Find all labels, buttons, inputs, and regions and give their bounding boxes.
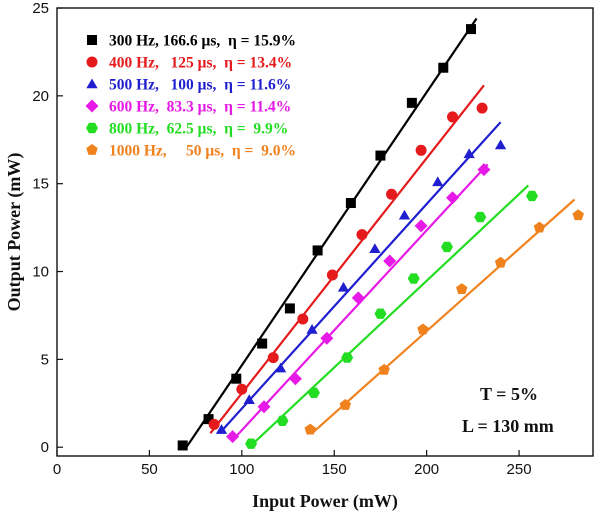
legend-marker-1 [86, 56, 98, 68]
x-tick-label: 100 [229, 461, 254, 478]
legend-label-1: 400 Hz, 125 μs, η = 13.4% [109, 55, 292, 72]
legend-label-0: 300 Hz, 166.6 μs, η = 15.9% [109, 33, 296, 50]
legend-label-4: 800 Hz, 62.5 μs, η = 9.9% [109, 121, 288, 138]
y-tick-label: 25 [32, 0, 49, 17]
fit-line-series-5 [311, 198, 576, 434]
data-point-series-2 [306, 324, 318, 334]
data-point-series-2 [337, 281, 350, 292]
data-point-series-5 [533, 221, 546, 233]
data-point-series-4 [341, 352, 354, 363]
y-axis-title: Output Power (mW) [4, 153, 25, 312]
data-point-series-1 [236, 383, 248, 395]
data-point-series-4 [526, 190, 539, 202]
x-tick-label: 50 [141, 461, 158, 478]
data-point-series-0 [257, 338, 268, 349]
data-point-series-3 [288, 372, 302, 386]
x-tick-label: 200 [414, 461, 439, 478]
fit-line-series-2 [218, 121, 502, 434]
data-point-series-3 [257, 400, 271, 414]
data-point-series-5 [339, 399, 352, 410]
data-point-series-1 [476, 102, 488, 114]
data-point-series-5 [494, 256, 507, 268]
legend-label-2: 500 Hz, 100 μs, η = 11.6% [109, 77, 291, 94]
data-point-series-5 [456, 283, 468, 294]
y-tick-label: 20 [32, 88, 49, 105]
data-point-series-2 [275, 362, 287, 373]
data-point-series-1 [326, 269, 338, 281]
data-point-series-0 [438, 62, 449, 73]
data-point-series-3 [320, 331, 334, 345]
legend-label-3: 600 Hz, 83.3 μs, η = 11.4% [109, 99, 291, 116]
data-point-series-4 [307, 387, 320, 398]
annotation-cavity-length: L = 130 mm [462, 416, 554, 436]
data-point-series-2 [463, 148, 475, 159]
data-point-series-4 [474, 211, 487, 223]
x-axis-title: Input Power (mW) [252, 491, 398, 512]
data-point-series-0 [345, 198, 356, 209]
data-point-series-5 [378, 363, 390, 375]
fit-line-series-4 [250, 184, 530, 447]
data-point-series-3 [226, 430, 240, 444]
data-point-series-1 [267, 352, 279, 364]
data-point-series-1 [415, 144, 427, 156]
data-point-series-2 [215, 424, 228, 434]
data-point-series-3 [414, 219, 428, 233]
annotation-transmittance: T = 5% [480, 384, 538, 404]
data-point-series-5 [304, 423, 316, 435]
x-tick-label: 250 [507, 461, 532, 478]
data-point-series-1 [386, 188, 398, 200]
plot-frame [56, 7, 594, 457]
x-tick-label: 150 [322, 461, 347, 478]
data-point-series-0 [466, 24, 477, 35]
data-point-series-3 [351, 291, 365, 305]
data-point-series-0 [406, 97, 417, 108]
data-point-series-4 [245, 438, 258, 449]
data-point-series-0 [375, 150, 386, 161]
data-point-series-0 [312, 245, 323, 256]
legend-label-5: 1000 Hz, 50 μs, η = 9.0% [109, 143, 296, 160]
data-point-series-0 [177, 440, 188, 451]
data-point-series-2 [432, 176, 444, 187]
data-point-series-4 [407, 273, 420, 284]
x-tick-label: 0 [53, 461, 61, 478]
legend-marker-2 [86, 78, 98, 89]
y-tick-label: 10 [32, 264, 49, 281]
data-point-series-1 [356, 229, 368, 241]
data-point-series-1 [208, 418, 220, 430]
legend-marker-3 [85, 99, 99, 113]
data-point-series-4 [374, 308, 387, 319]
legend-marker-4 [86, 122, 98, 134]
data-point-series-3 [383, 254, 397, 268]
data-point-series-3 [477, 163, 491, 177]
data-point-series-1 [297, 313, 309, 325]
y-tick-label: 5 [41, 351, 49, 368]
data-point-series-1 [447, 111, 459, 123]
data-point-series-2 [243, 394, 255, 405]
data-point-series-5 [572, 209, 584, 221]
data-point-series-0 [284, 303, 295, 314]
data-point-series-5 [417, 323, 429, 335]
data-point-series-2 [494, 139, 507, 150]
data-point-series-2 [398, 209, 411, 220]
data-point-series-2 [369, 243, 381, 253]
y-tick-label: 15 [32, 176, 49, 193]
legend-marker-5 [86, 144, 98, 155]
data-point-series-4 [276, 415, 289, 427]
data-point-series-0 [231, 373, 242, 384]
data-point-series-4 [440, 241, 453, 253]
data-point-series-3 [446, 191, 460, 205]
fit-line-series-1 [209, 84, 485, 434]
y-tick-label: 0 [41, 439, 49, 456]
data-point-series-0 [203, 414, 214, 425]
legend-marker-0 [87, 35, 97, 45]
